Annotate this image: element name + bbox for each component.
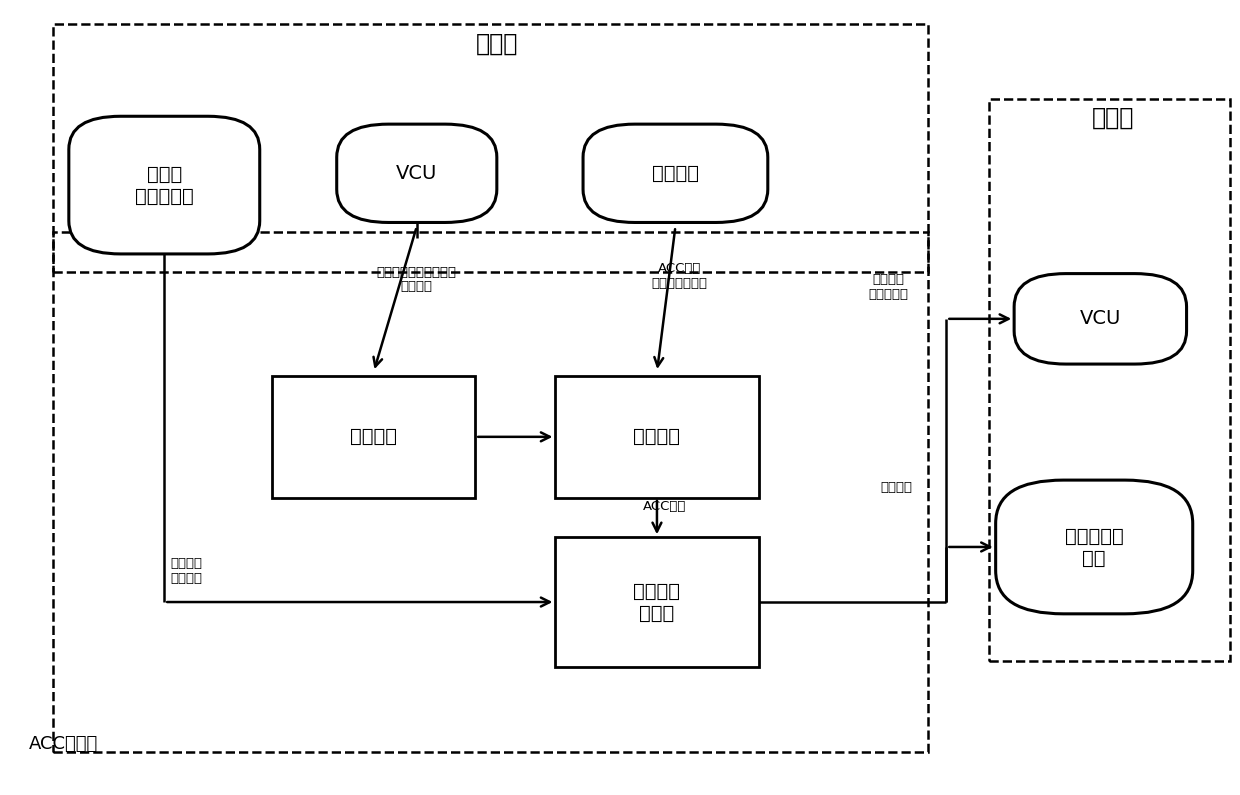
Bar	[990, 99, 1230, 661]
FancyBboxPatch shape	[337, 124, 497, 223]
FancyBboxPatch shape	[1014, 273, 1187, 364]
Text: ACC开关
油门、制动信号: ACC开关 油门、制动信号	[651, 262, 707, 289]
FancyBboxPatch shape	[996, 480, 1193, 614]
Text: 跟车决策
控制器: 跟车决策 控制器	[634, 581, 681, 622]
Text: 前方车辆
信息列表: 前方车辆 信息列表	[170, 556, 202, 584]
Text: 提示信号: 提示信号	[880, 482, 911, 494]
Text: 输入层: 输入层	[476, 32, 518, 56]
Text: 输出层: 输出层	[1091, 107, 1133, 130]
Bar	[53, 232, 928, 751]
Text: 用户输入: 用户输入	[652, 164, 699, 183]
Bar	[556, 376, 759, 498]
Text: 视觉与听觉
界面: 视觉与听觉 界面	[1065, 526, 1123, 568]
Bar	[556, 537, 759, 667]
Text: ACC控制器: ACC控制器	[29, 735, 98, 753]
FancyBboxPatch shape	[583, 124, 768, 223]
Text: 目标车速
目标减速度: 目标车速 目标减速度	[868, 273, 909, 301]
Text: 相关传感器与执行机构
工作状态: 相关传感器与执行机构 工作状态	[377, 266, 456, 293]
Text: VCU: VCU	[396, 164, 438, 183]
Text: 模式判断: 模式判断	[634, 428, 681, 446]
Text: 前视或
毫米波雷达: 前视或 毫米波雷达	[135, 165, 193, 206]
Text: 信号诊断: 信号诊断	[350, 428, 397, 446]
Text: ACC模式: ACC模式	[642, 499, 686, 513]
Bar	[272, 376, 475, 498]
Bar	[53, 24, 928, 272]
FancyBboxPatch shape	[69, 116, 259, 254]
Text: VCU: VCU	[1080, 309, 1121, 328]
